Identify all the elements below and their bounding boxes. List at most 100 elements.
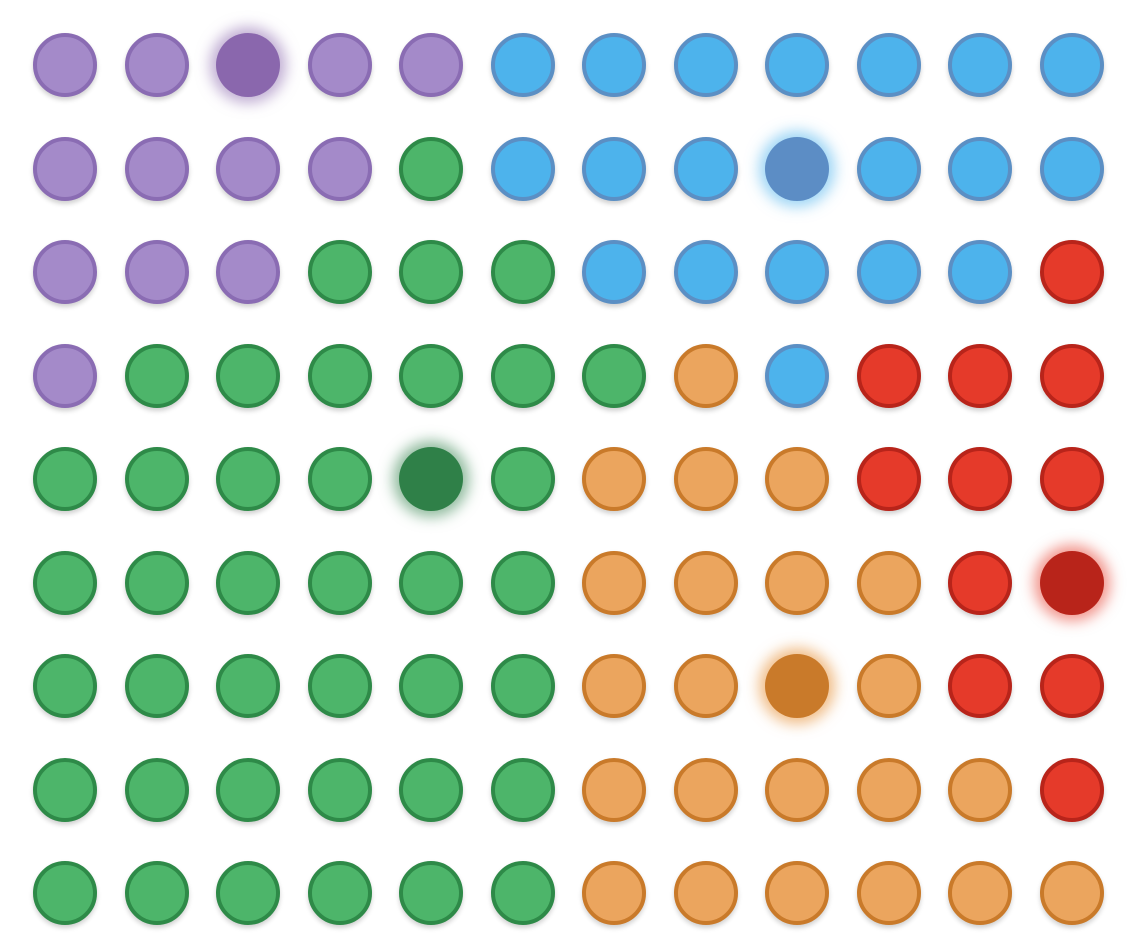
blue-dot[interactable] — [490, 33, 555, 97]
blue-dot[interactable] — [673, 33, 738, 97]
blue-dot[interactable] — [582, 136, 646, 201]
blue-dot[interactable] — [948, 136, 1012, 201]
green-dot[interactable] — [307, 343, 372, 408]
blue-dot[interactable] — [673, 136, 738, 201]
red-dot[interactable] — [1039, 654, 1104, 718]
orange-dot[interactable] — [856, 550, 921, 615]
orange-dot[interactable] — [673, 550, 738, 615]
purple-dot[interactable] — [33, 343, 97, 408]
selected-orange-dot[interactable] — [765, 654, 829, 718]
purple-dot[interactable] — [216, 136, 280, 201]
green-dot[interactable] — [490, 343, 555, 408]
red-dot[interactable] — [856, 447, 921, 511]
red-dot[interactable] — [1039, 240, 1104, 304]
green-dot[interactable] — [33, 757, 97, 822]
green-dot[interactable] — [307, 447, 372, 511]
purple-dot[interactable] — [307, 136, 372, 201]
green-dot[interactable] — [399, 240, 463, 304]
green-dot[interactable] — [124, 757, 189, 822]
red-dot[interactable] — [948, 550, 1012, 615]
purple-dot[interactable] — [124, 240, 189, 304]
blue-dot[interactable] — [856, 33, 921, 97]
selected-blue-dot[interactable] — [765, 136, 829, 201]
green-dot[interactable] — [33, 447, 97, 511]
red-dot[interactable] — [1039, 757, 1104, 822]
green-dot[interactable] — [307, 654, 372, 718]
purple-dot[interactable] — [307, 33, 372, 97]
selected-purple-dot[interactable] — [216, 33, 280, 97]
purple-dot[interactable] — [399, 33, 463, 97]
orange-dot[interactable] — [1039, 861, 1104, 925]
orange-dot[interactable] — [582, 654, 646, 718]
purple-dot[interactable] — [33, 33, 97, 97]
purple-dot[interactable] — [33, 240, 97, 304]
green-dot[interactable] — [124, 343, 189, 408]
orange-dot[interactable] — [673, 343, 738, 408]
blue-dot[interactable] — [856, 240, 921, 304]
green-dot[interactable] — [33, 654, 97, 718]
orange-dot[interactable] — [582, 447, 646, 511]
blue-dot[interactable] — [673, 240, 738, 304]
orange-dot[interactable] — [765, 447, 829, 511]
orange-dot[interactable] — [856, 861, 921, 925]
purple-dot[interactable] — [33, 136, 97, 201]
orange-dot[interactable] — [765, 550, 829, 615]
green-dot[interactable] — [307, 861, 372, 925]
green-dot[interactable] — [307, 550, 372, 615]
green-dot[interactable] — [216, 757, 280, 822]
green-dot[interactable] — [124, 550, 189, 615]
orange-dot[interactable] — [673, 757, 738, 822]
orange-dot[interactable] — [673, 861, 738, 925]
green-dot[interactable] — [33, 550, 97, 615]
blue-dot[interactable] — [490, 136, 555, 201]
orange-dot[interactable] — [673, 654, 738, 718]
blue-dot[interactable] — [582, 240, 646, 304]
red-dot[interactable] — [1039, 447, 1104, 511]
blue-dot[interactable] — [765, 240, 829, 304]
blue-dot[interactable] — [856, 136, 921, 201]
blue-dot[interactable] — [948, 240, 1012, 304]
green-dot[interactable] — [124, 861, 189, 925]
red-dot[interactable] — [948, 654, 1012, 718]
green-dot[interactable] — [399, 136, 463, 201]
green-dot[interactable] — [307, 240, 372, 304]
blue-dot[interactable] — [1039, 33, 1104, 97]
red-dot[interactable] — [856, 343, 921, 408]
orange-dot[interactable] — [765, 757, 829, 822]
purple-dot[interactable] — [216, 240, 280, 304]
green-dot[interactable] — [490, 240, 555, 304]
selected-red-dot[interactable] — [1039, 550, 1104, 615]
blue-dot[interactable] — [948, 33, 1012, 97]
red-dot[interactable] — [948, 343, 1012, 408]
blue-dot[interactable] — [1039, 136, 1104, 201]
orange-dot[interactable] — [856, 654, 921, 718]
orange-dot[interactable] — [856, 757, 921, 822]
green-dot[interactable] — [216, 343, 280, 408]
blue-dot[interactable] — [582, 33, 646, 97]
green-dot[interactable] — [399, 861, 463, 925]
orange-dot[interactable] — [582, 550, 646, 615]
green-dot[interactable] — [490, 654, 555, 718]
green-dot[interactable] — [33, 861, 97, 925]
green-dot[interactable] — [490, 861, 555, 925]
blue-dot[interactable] — [765, 343, 829, 408]
red-dot[interactable] — [948, 447, 1012, 511]
green-dot[interactable] — [124, 654, 189, 718]
orange-dot[interactable] — [948, 757, 1012, 822]
green-dot[interactable] — [399, 757, 463, 822]
green-dot[interactable] — [399, 343, 463, 408]
green-dot[interactable] — [216, 447, 280, 511]
orange-dot[interactable] — [673, 447, 738, 511]
green-dot[interactable] — [582, 343, 646, 408]
green-dot[interactable] — [399, 550, 463, 615]
green-dot[interactable] — [490, 550, 555, 615]
red-dot[interactable] — [1039, 343, 1104, 408]
purple-dot[interactable] — [124, 33, 189, 97]
green-dot[interactable] — [490, 757, 555, 822]
orange-dot[interactable] — [948, 861, 1012, 925]
orange-dot[interactable] — [765, 861, 829, 925]
green-dot[interactable] — [216, 654, 280, 718]
purple-dot[interactable] — [124, 136, 189, 201]
blue-dot[interactable] — [765, 33, 829, 97]
green-dot[interactable] — [307, 757, 372, 822]
